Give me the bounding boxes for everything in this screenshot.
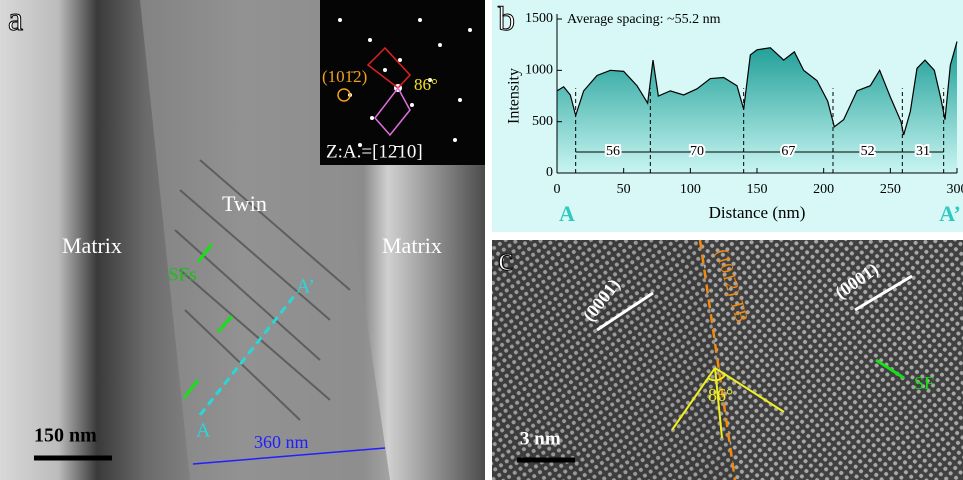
width-arrow [192, 447, 386, 465]
panel-label: c [498, 241, 513, 278]
spot-marker [337, 88, 351, 102]
region-label: Matrix [62, 233, 122, 258]
sf-label: SF [914, 373, 934, 393]
sf-arrows [182, 243, 234, 399]
y-tick-label: 500 [532, 114, 553, 129]
plane-line [596, 291, 654, 332]
stacking-faults [174, 159, 351, 421]
x-tick-label: 50 [617, 182, 631, 197]
hrtem-right [700, 240, 963, 480]
twin-boundary [698, 239, 737, 480]
x-axis-label: Distance (nm) [709, 203, 806, 222]
region-label: Twin [222, 191, 267, 216]
spacing-label: 56 [606, 144, 620, 159]
x-tick-label: 150 [747, 182, 768, 197]
x-tick-label: 200 [813, 182, 834, 197]
line [556, 41, 958, 136]
y-tick-label: 1500 [525, 11, 553, 26]
plane-line [854, 274, 913, 312]
pink-cell [374, 86, 411, 137]
y-axis-label: Intensity [506, 68, 523, 124]
panel-a: (101̄2) 86° Z:A.=[12̄10] a Matrix Twin M… [0, 0, 485, 480]
spacing-label: 70 [690, 144, 704, 159]
chart-title: Average spacing: ~55.2 nm [567, 12, 721, 27]
x-tick-label: 0 [554, 182, 561, 197]
spacing-label: 31 [916, 144, 930, 159]
angle-lines [671, 367, 785, 439]
scale-label: 150 nm [34, 425, 97, 447]
y-tick-label: 0 [546, 165, 553, 180]
sf-label: SFs [168, 264, 197, 285]
x-tick-label: 250 [880, 182, 901, 197]
spacing-label: 52 [861, 144, 875, 159]
panel-label: b [498, 1, 515, 38]
point-label: A [196, 420, 211, 442]
point-label: A’ [939, 201, 961, 226]
red-cell [366, 46, 412, 90]
panel-b: b Average spacing: ~55.2 nm Intensity Di… [492, 0, 963, 232]
inset-plane: (101̄2) [322, 67, 367, 86]
spacing-label: 67 [781, 144, 795, 159]
width-label: 360 nm [254, 432, 309, 452]
inset-angle: 86° [414, 75, 438, 94]
point-label: A’ [296, 276, 315, 298]
area [557, 41, 957, 173]
panel-label: a [8, 1, 23, 38]
panel-c: 86° (0001) (0001) (101̄2) TB SF c 3 nm [492, 239, 963, 480]
region-label: Matrix [382, 233, 442, 258]
x-tick-label: 300 [947, 182, 963, 197]
x-tick-label: 100 [680, 182, 701, 197]
scale-label: 3 nm [520, 428, 561, 449]
angle-label: 86° [708, 385, 733, 405]
sf-arrow [875, 358, 905, 380]
y-tick-label: 1000 [525, 63, 553, 78]
zone-axis: Z:A.=[12̄10] [326, 141, 423, 162]
point-label: A [559, 201, 575, 226]
